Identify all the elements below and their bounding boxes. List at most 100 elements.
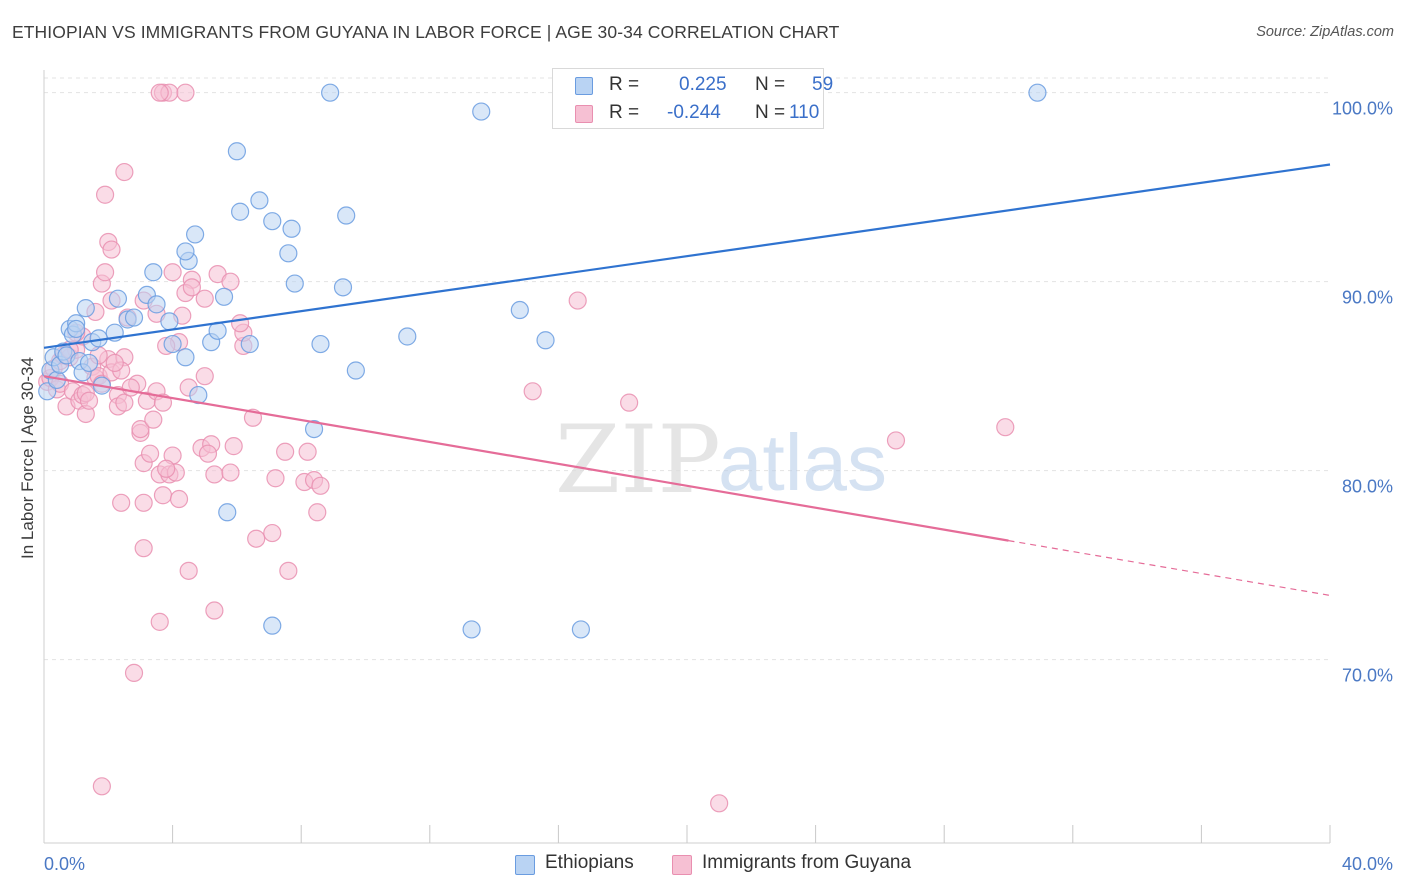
- guyana-point: [95, 263, 115, 282]
- ethiopian-point: [346, 361, 365, 380]
- guyana-point: [195, 367, 214, 386]
- guyana-point: [266, 469, 285, 488]
- guyana-point: [996, 418, 1015, 437]
- ethiopian-point: [285, 274, 304, 293]
- guyana-point: [221, 272, 240, 291]
- ethiopian-point: [67, 319, 86, 339]
- y-tick-label: 80.0%: [1342, 477, 1393, 497]
- guyana-point: [153, 486, 173, 505]
- guyana-point: [568, 291, 587, 310]
- guyana-point: [157, 459, 176, 478]
- guyana-point: [247, 529, 266, 548]
- guyana-point: [112, 493, 131, 512]
- guyana-point: [124, 663, 144, 683]
- guyana-point: [92, 777, 111, 796]
- guyana-point: [276, 442, 295, 461]
- y-tick-labels: 70.0% 80.0% 90.0% 100.0%: [1332, 99, 1393, 686]
- x-tick-label-min: 0.0%: [44, 854, 85, 874]
- guyana-point: [134, 539, 153, 558]
- x-tick-label-max: 40.0%: [1342, 854, 1393, 874]
- guyana-point: [105, 353, 124, 373]
- ethiopian-point: [279, 244, 298, 263]
- ethiopian-point: [144, 263, 163, 282]
- guyana-point: [95, 185, 115, 204]
- ethiopian-point: [1028, 83, 1047, 102]
- ethiopian-point: [186, 225, 205, 244]
- y-tick-label: 100.0%: [1332, 99, 1393, 119]
- ethiopian-point: [333, 278, 353, 297]
- guyana-point: [131, 419, 150, 439]
- guyana-point: [115, 393, 134, 412]
- guyana-point: [523, 382, 542, 401]
- guyana-point: [121, 378, 140, 397]
- ethiopian-point: [176, 242, 195, 261]
- y-tick-label: 90.0%: [1342, 288, 1393, 308]
- guyana-point: [195, 289, 214, 308]
- guyana-point: [79, 391, 99, 410]
- ethiopian-point: [263, 212, 282, 231]
- guyana-point: [710, 794, 729, 813]
- ethiopian-point: [231, 202, 250, 221]
- guyana-point: [102, 240, 121, 259]
- ethiopian-point: [160, 312, 179, 331]
- ethiopian-point: [571, 620, 591, 639]
- ethiopian-point: [398, 327, 417, 346]
- guyana-point: [150, 612, 169, 631]
- ethiopian-point: [263, 616, 282, 635]
- x-ticks: [172, 825, 1331, 843]
- chart-title: ETHIOPIAN VS IMMIGRANTS FROM GUYANA IN L…: [12, 22, 840, 42]
- ethiopians-trend-line: [43, 163, 1331, 349]
- guyana-point: [163, 263, 182, 282]
- r-value: -0.244: [667, 102, 721, 123]
- guyana-point: [182, 278, 201, 297]
- stats-legend: R = 0.225 N = 59 R = -0.244 N = 110: [552, 68, 833, 129]
- r-value: 0.225: [679, 74, 727, 95]
- ethiopian-point: [536, 331, 555, 350]
- guyana-point: [179, 561, 198, 580]
- guyana-trend-line: [43, 375, 1009, 542]
- ethiopian-point: [124, 308, 144, 327]
- guyana-trend-extension: [1008, 540, 1331, 597]
- trend-lines: [43, 163, 1331, 597]
- ethiopian-point: [311, 334, 330, 354]
- ethiopian-point: [510, 300, 529, 320]
- ethiopian-point: [227, 142, 246, 161]
- ethiopian-point: [240, 334, 259, 354]
- guyana-point: [308, 503, 327, 522]
- ethiopian-point: [282, 219, 301, 238]
- ethiopians-swatch: [575, 77, 593, 95]
- source-credit: Source: ZipAtlas.com: [1256, 24, 1394, 40]
- r-label: R =: [609, 74, 640, 95]
- guyana-point: [115, 162, 134, 182]
- watermark-zip: ZIP: [555, 406, 721, 515]
- ethiopian-point: [163, 334, 182, 354]
- guyana-point: [279, 561, 298, 580]
- guyana-point: [205, 601, 224, 620]
- ethiopian-point: [108, 289, 128, 308]
- ethiopian-point: [214, 287, 234, 306]
- guyana-point: [231, 314, 250, 333]
- series-legend: Ethiopians Immigrants from Guyana: [0, 852, 1406, 878]
- ethiopian-point: [76, 299, 95, 318]
- guyana-point: [205, 465, 224, 484]
- n-label: N =: [755, 74, 786, 95]
- ethiopian-point: [79, 353, 99, 373]
- ethiopian-point: [304, 419, 324, 439]
- guyana-point: [311, 476, 330, 495]
- gridlines: [44, 77, 1330, 661]
- n-value: 59: [812, 74, 834, 95]
- guyana-point: [150, 83, 169, 102]
- ethiopians-swatch: [515, 855, 535, 875]
- ethiopian-point: [147, 295, 166, 314]
- legend-label: Ethiopians: [545, 852, 634, 873]
- n-label: N =: [755, 102, 786, 123]
- watermark-atlas: atlas: [718, 418, 887, 507]
- guyana-point: [886, 431, 906, 450]
- watermark: ZIP atlas: [555, 406, 887, 515]
- ethiopian-point: [218, 503, 237, 522]
- n-value: 110: [789, 102, 820, 123]
- guyana-point: [144, 410, 163, 429]
- guyana-point: [140, 444, 160, 463]
- guyana-point: [221, 463, 240, 482]
